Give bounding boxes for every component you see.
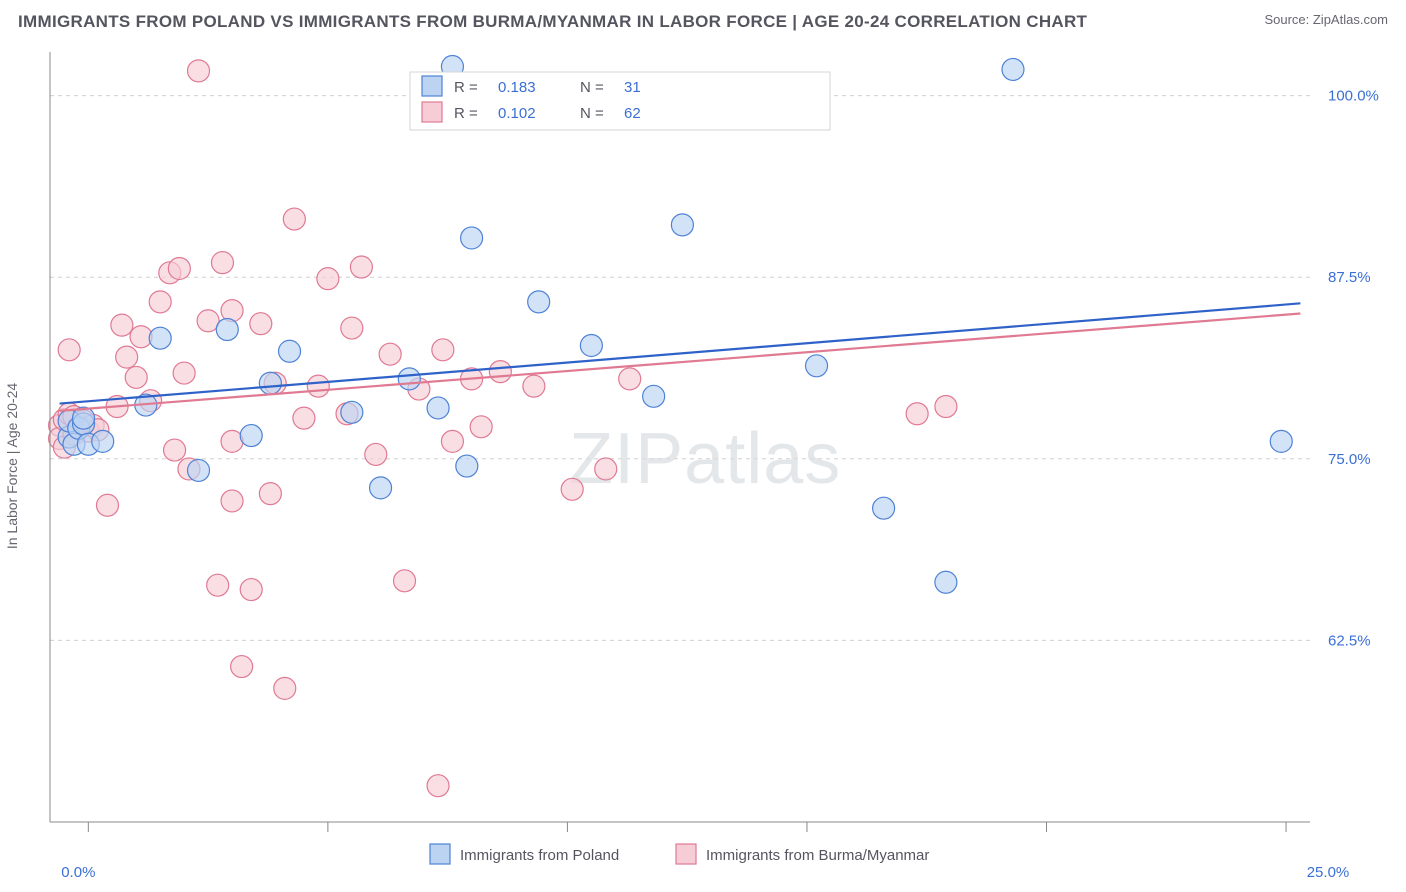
svg-text:R =: R = [454,79,478,96]
scatter-series-poland [58,56,1292,594]
legend-swatch-burma [676,844,696,864]
x-tick-label: 0.0% [61,864,95,881]
svg-text:31: 31 [624,79,641,96]
svg-text:N =: N = [580,105,604,122]
chart-title: IMMIGRANTS FROM POLAND VS IMMIGRANTS FRO… [18,12,1087,32]
legend-label-burma: Immigrants from Burma/Myanmar [706,847,929,864]
legend-swatch-poland [430,844,450,864]
chart-source: Source: ZipAtlas.com [1264,12,1388,27]
svg-text:0.183: 0.183 [498,79,536,96]
trend-line-poland [60,303,1301,403]
svg-text:0.102: 0.102 [498,105,536,122]
correlation-legend: R = 0.183 N = 31 R = 0.102 N = 62 [410,72,830,130]
scatter-chart: ZIPatlas62.5%75.0%87.5%100.0%0.0%25.0%R … [0,40,1406,892]
y-tick-label: 62.5% [1328,632,1371,649]
y-tick-label: 75.0% [1328,451,1371,468]
y-axis-label: In Labor Force | Age 20-24 [4,383,20,549]
svg-text:R =: R = [454,105,478,122]
trend-line-burma [60,314,1301,411]
legend-label-poland: Immigrants from Poland [460,847,619,864]
x-tick-label: 25.0% [1307,864,1350,881]
y-tick-label: 87.5% [1328,269,1371,286]
svg-text:62: 62 [624,105,641,122]
y-tick-label: 100.0% [1328,88,1379,105]
svg-text:N =: N = [580,79,604,96]
